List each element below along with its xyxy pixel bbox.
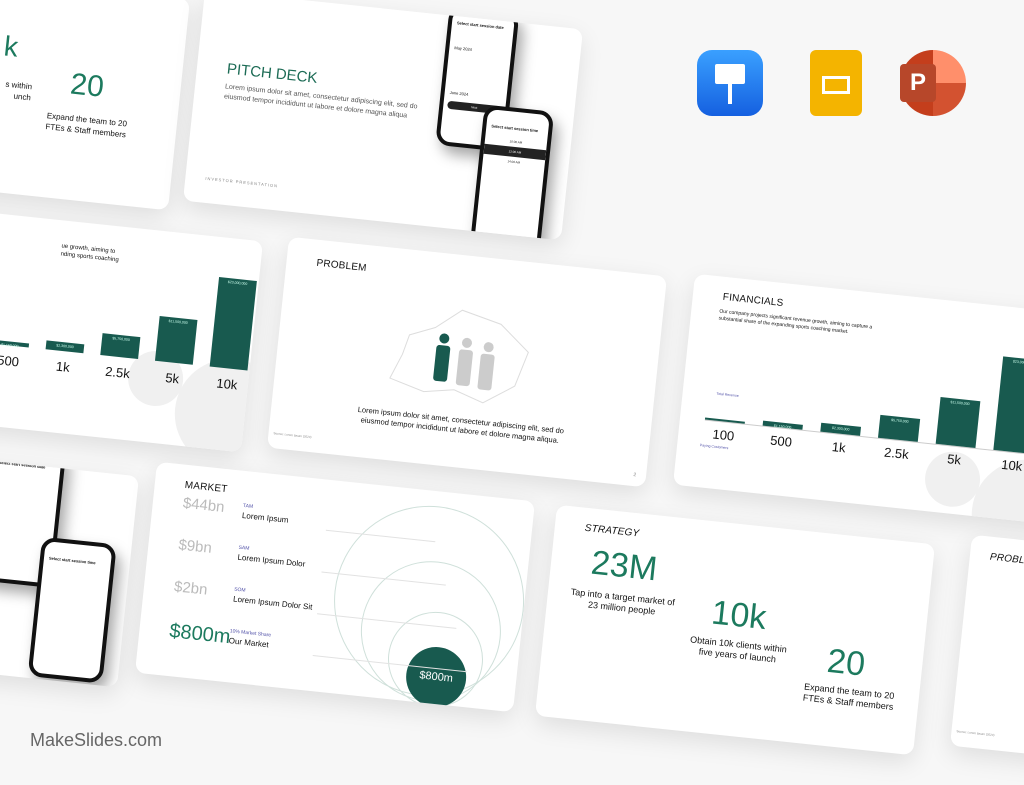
stat-value: 10k bbox=[709, 593, 769, 638]
stat-caption: Tap into a target market of 23 million p… bbox=[570, 586, 676, 617]
slide-market[interactable]: $800m MARKET $44bn TAM Lorem Ipsum $9bn SAM L… bbox=[134, 461, 536, 713]
bar-data-label: $1,150,000 bbox=[0, 342, 19, 348]
phone-title: Select start session date bbox=[0, 459, 46, 470]
x-tick-label: 2.5k bbox=[104, 363, 131, 382]
slide-financials[interactable]: FINANCIALS Our company projects signific… bbox=[672, 273, 1024, 525]
google-slides-icon bbox=[810, 50, 862, 116]
market-tag: SOM bbox=[233, 586, 246, 594]
phone-time: Select start session time bbox=[27, 536, 117, 684]
slide-problem[interactable]: PROBLEM Lorem ipsum dolor sit amet, cons… bbox=[266, 236, 668, 488]
month-label: June 2024 bbox=[449, 89, 469, 97]
bar-data-label: $5,750,000 bbox=[112, 335, 131, 342]
pitch-body: Lorem ipsum dolor sit amet, consectetur … bbox=[223, 83, 418, 120]
bar: $23,000,000 bbox=[993, 356, 1024, 455]
phone-title: Select start session time bbox=[48, 555, 96, 566]
bar: $5,750,000 bbox=[100, 332, 141, 360]
bar-data-label: $5,750,000 bbox=[890, 417, 909, 424]
x-tick-label: 10k bbox=[1000, 456, 1024, 474]
bar bbox=[704, 417, 745, 424]
map-outline bbox=[389, 309, 529, 404]
bar: $11,500,000 bbox=[935, 397, 981, 448]
x-tick-label: 1k bbox=[831, 439, 847, 456]
market-tag: SAM bbox=[238, 544, 250, 552]
stat-value: 20 bbox=[825, 641, 867, 684]
x-tick-label: 1k bbox=[55, 358, 71, 375]
bar: $1,150,000 bbox=[0, 339, 30, 348]
source: Source: Lorem Ipsum (2024) bbox=[273, 431, 312, 440]
slide-problem-partial[interactable]: PROBLEM Source: Lorem Ipsum (2024) bbox=[949, 534, 1024, 785]
x-tick-label: 2.5k bbox=[883, 444, 910, 462]
problem-title: PROBLEM bbox=[315, 257, 368, 274]
market-title: MARKET bbox=[184, 479, 229, 496]
source: Source: Lorem Ipsum (2024) bbox=[956, 729, 995, 738]
market-label: Lorem Ipsum bbox=[241, 510, 289, 525]
stat-20: 20 bbox=[68, 67, 106, 104]
bar: $2,300,000 bbox=[45, 340, 85, 354]
stat-partial: k bbox=[2, 30, 20, 63]
bar: $2,300,000 bbox=[820, 422, 862, 436]
market-label: Lorem Ipsum Dolor Sit bbox=[232, 594, 313, 612]
strategy-title: STRATEGY bbox=[584, 522, 640, 540]
stat-value: 23M bbox=[589, 543, 660, 589]
bar: $1,150,000 bbox=[762, 420, 803, 430]
stat-caption: Expand the team to 20 FTEs & Staff membe… bbox=[802, 681, 895, 712]
slide-strategy[interactable]: STRATEGY 23M Tap into a target market of… bbox=[534, 504, 936, 756]
bar-data-label: $2,300,000 bbox=[56, 343, 74, 350]
bar-data-label: $11,500,000 bbox=[950, 400, 970, 407]
stat-caption: Obtain 10k clients within five years of … bbox=[689, 634, 788, 665]
market-value: $9bn bbox=[177, 536, 213, 557]
x-tick-label: 5k bbox=[164, 370, 180, 387]
x-tick-label: 500 bbox=[0, 352, 20, 370]
market-value: $44bn bbox=[182, 494, 226, 516]
problem-title: PROBLEM bbox=[989, 551, 1024, 568]
bar-data-label: $1,150,000 bbox=[773, 424, 792, 430]
market-tag: TAM bbox=[242, 502, 254, 510]
market-label: Lorem Ipsum Dolor bbox=[237, 552, 306, 569]
keynote-icon bbox=[697, 50, 763, 116]
chart-bars: $1,150,000 $2,300,000 $5,750,000 $11,500,00… bbox=[0, 254, 257, 371]
slide-phones-partial[interactable]: Select start session date Select start s… bbox=[0, 436, 140, 688]
chart-title: FINANCIALS bbox=[722, 291, 784, 310]
bar-data-label: $23,000,000 bbox=[227, 279, 248, 287]
market-value: $800m bbox=[168, 620, 232, 649]
page-number: 2 bbox=[633, 472, 637, 479]
market-label: Our Market bbox=[228, 636, 270, 650]
powerpoint-icon: P bbox=[900, 50, 966, 116]
x-tick-label: 5k bbox=[946, 451, 962, 468]
brand-label: MakeSlides.com bbox=[30, 730, 163, 750]
pitch-footer: INVESTOR PRESENTATION bbox=[205, 175, 279, 189]
person-icon bbox=[433, 333, 451, 382]
bar-data-label: $11,500,000 bbox=[168, 319, 188, 326]
bar: $11,500,000 bbox=[154, 316, 198, 365]
market-value: $2bn bbox=[173, 578, 209, 599]
bar-data-label bbox=[705, 420, 745, 424]
x-tick-label: 10k bbox=[215, 375, 239, 393]
person-icon bbox=[477, 342, 495, 391]
slide-pitch-deck[interactable]: PITCH DECK Lorem ipsum dolor sit amet, c… bbox=[182, 0, 584, 241]
slide-strategy-partial[interactable]: k s within unch 20 Expand the team to 20… bbox=[0, 0, 191, 211]
x-tick-label: 500 bbox=[769, 432, 793, 450]
caption-partial: s within unch bbox=[5, 79, 33, 103]
stat-caption: Expand the team to 20 FTEs & Staff membe… bbox=[45, 111, 128, 140]
bubble bbox=[169, 353, 264, 453]
bar-data-label: $23,000,000 bbox=[1012, 359, 1024, 366]
slide-financials-partial[interactable]: ue growth, aiming to nding sports coachi… bbox=[0, 201, 264, 453]
person-icon bbox=[455, 337, 473, 387]
x-tick-label: 100 bbox=[711, 426, 735, 444]
bar: $23,000,000 bbox=[209, 277, 257, 371]
phone-time: Select start session time 10:00 AM 12:00… bbox=[470, 104, 555, 241]
bar: $5,750,000 bbox=[877, 414, 921, 442]
bar-data-label: $2,300,000 bbox=[831, 425, 850, 432]
